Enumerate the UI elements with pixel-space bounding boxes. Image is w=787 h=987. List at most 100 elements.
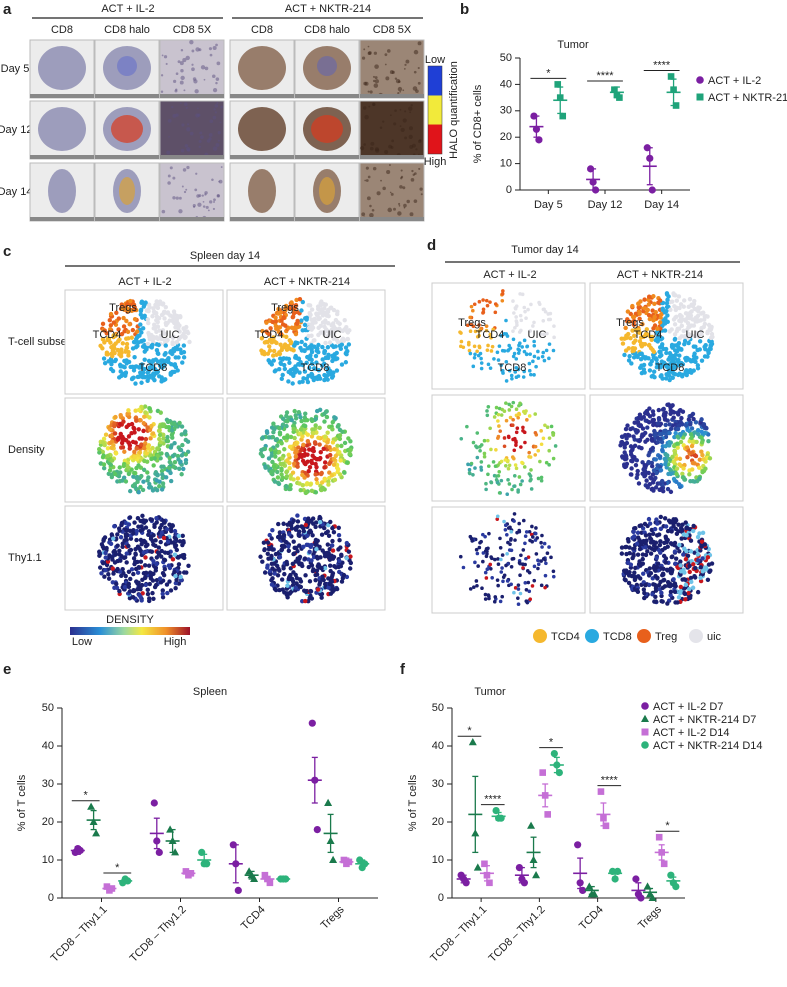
- tsne-dot: [259, 452, 263, 456]
- tsne-dot: [277, 450, 281, 454]
- tsne-dot: [652, 468, 656, 472]
- tsne-dot: [526, 308, 530, 312]
- tsne-dot: [157, 545, 161, 549]
- x-tick-label: Tregs: [636, 903, 664, 931]
- tsne-dot: [330, 543, 334, 547]
- tsne-dot: [326, 542, 330, 546]
- tsne-dot: [521, 566, 525, 570]
- texture: [204, 79, 206, 81]
- tsne-dot: [310, 596, 314, 600]
- tsne-dot: [265, 431, 269, 435]
- tsne-dot: [326, 345, 330, 349]
- tsne-dot: [648, 368, 652, 372]
- tsne-dot: [654, 485, 658, 489]
- texture: [166, 150, 170, 154]
- tsne-dot: [338, 458, 342, 462]
- data-point: [346, 859, 353, 866]
- tsne-dot: [319, 310, 323, 314]
- texture: [404, 136, 407, 139]
- tsne-dot: [173, 586, 177, 590]
- tsne-dot: [509, 530, 513, 534]
- texture: [218, 140, 220, 142]
- tsne-dot: [692, 461, 696, 465]
- texture: [398, 203, 400, 205]
- texture: [191, 64, 193, 66]
- tsne-dot: [511, 401, 515, 405]
- tsne-dot: [151, 533, 155, 537]
- texture: [211, 179, 214, 182]
- tsne-dot: [656, 421, 660, 425]
- texture: [372, 103, 375, 106]
- tsne-dot: [638, 563, 642, 567]
- tsne-dot: [503, 573, 507, 577]
- data-point: [484, 872, 491, 879]
- tsne-dot: [513, 512, 517, 516]
- tsne-dot: [552, 349, 556, 353]
- texture: [368, 176, 371, 179]
- tsne-dot: [483, 439, 487, 443]
- tsne-dot: [158, 440, 162, 444]
- tsne-dot: [643, 463, 647, 467]
- tsne-dot: [548, 342, 552, 346]
- data-point: [554, 81, 561, 88]
- texture: [415, 89, 419, 93]
- panel-letter: f: [400, 661, 406, 678]
- tsne-dot: [658, 432, 662, 436]
- tsne-dot: [288, 483, 292, 487]
- texture: [402, 89, 404, 91]
- scale-strip: [30, 155, 94, 159]
- tsne-dot: [510, 548, 514, 552]
- tsne-dot: [528, 362, 532, 366]
- tsne-dot: [701, 423, 705, 427]
- texture: [181, 149, 185, 153]
- tsne-dot: [525, 530, 529, 534]
- tsne-dot: [645, 425, 649, 429]
- texture: [194, 188, 197, 191]
- tsne-dot: [159, 451, 163, 455]
- tsne-dot: [517, 583, 521, 587]
- tsne-dot: [667, 431, 671, 435]
- tsne-dot: [487, 532, 491, 536]
- tsne-dot: [268, 348, 272, 352]
- tsne-dot: [686, 315, 690, 319]
- tsne-dot: [679, 585, 683, 589]
- tsne-dot: [176, 555, 180, 559]
- tsne-dot: [511, 423, 515, 427]
- colorbar: [428, 66, 442, 154]
- tsne-dot: [552, 570, 556, 574]
- tsne-dot: [304, 523, 308, 527]
- tsne-dot: [503, 349, 507, 353]
- tsne-dot: [484, 549, 488, 553]
- tsne-dot: [316, 587, 320, 591]
- tsne-dot: [550, 425, 554, 429]
- tsne-dot: [182, 570, 186, 574]
- tsne-dot: [124, 532, 128, 536]
- tsne-dot: [704, 565, 708, 569]
- texture: [404, 64, 406, 66]
- tsne-dot: [476, 552, 480, 556]
- tsne-dot: [127, 522, 131, 526]
- texture: [183, 89, 185, 91]
- x-tick-label: TCD8 – Thy1.1: [428, 904, 489, 965]
- tsne-dot: [533, 565, 537, 569]
- tsne-dot: [648, 317, 652, 321]
- tsne-dot: [132, 589, 136, 593]
- tsne-dot: [120, 521, 124, 525]
- tsne-dot: [522, 306, 526, 310]
- y-tick-label: 50: [432, 702, 444, 714]
- tsne-dot: [528, 597, 532, 601]
- tsne-dot: [536, 350, 540, 354]
- texture: [215, 143, 219, 147]
- tsne-dot: [167, 456, 171, 460]
- texture: [368, 46, 370, 48]
- tsne-dot: [312, 456, 316, 460]
- tsne-dot: [182, 343, 186, 347]
- tsne-dot: [305, 316, 309, 320]
- tsne-dot: [151, 488, 155, 492]
- tsne-dot: [321, 486, 325, 490]
- tsne-dot: [527, 589, 531, 593]
- tsne-dot: [476, 564, 480, 568]
- texture: [384, 150, 388, 154]
- texture: [418, 67, 420, 69]
- data-point: [590, 178, 597, 185]
